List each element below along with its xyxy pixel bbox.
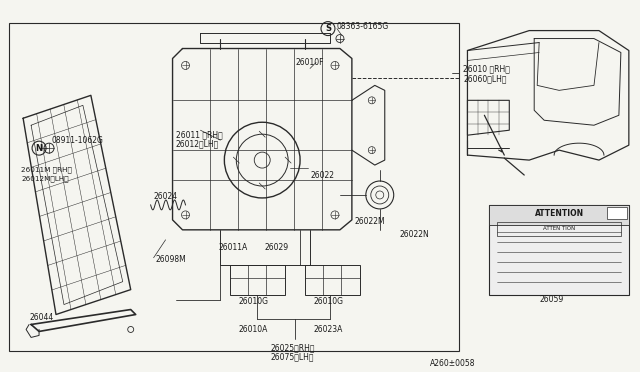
Text: 26010 〈RH〉: 26010 〈RH〉 (463, 64, 510, 73)
Text: 26029: 26029 (264, 243, 289, 252)
Text: 26022N: 26022N (400, 230, 429, 239)
Text: N: N (36, 144, 42, 153)
Bar (490, 205, 629, 225)
Text: 26011M 〈RH〉: 26011M 〈RH〉 (21, 167, 72, 173)
Bar (497, 222, 621, 236)
Text: 26060〈LH〉: 26060〈LH〉 (463, 74, 507, 83)
Text: 26012M〈LH〉: 26012M〈LH〉 (21, 176, 68, 182)
Text: 26010A: 26010A (238, 325, 268, 334)
Text: S: S (325, 24, 331, 33)
Text: 26098M: 26098M (156, 255, 186, 264)
Text: 08363-6165G: 08363-6165G (337, 22, 389, 31)
Text: 26010G: 26010G (313, 297, 343, 306)
Bar (305, 265, 360, 295)
Text: ATTENTION: ATTENTION (534, 209, 584, 218)
Text: ATTEN TION: ATTEN TION (543, 226, 575, 231)
Text: 26012〈LH〉: 26012〈LH〉 (175, 140, 219, 149)
Text: 26010G: 26010G (238, 297, 268, 306)
Text: 26011A: 26011A (218, 243, 248, 252)
Bar (9, 23, 460, 352)
Text: 26075〈LH〉: 26075〈LH〉 (270, 352, 314, 361)
Bar (607, 207, 627, 219)
Text: 26044: 26044 (29, 313, 53, 322)
Bar (230, 265, 285, 295)
Text: 26011 〈RH〉: 26011 〈RH〉 (175, 131, 222, 140)
Text: 08911-1062G: 08911-1062G (51, 136, 103, 145)
Bar (490, 205, 629, 295)
Text: 26024: 26024 (154, 192, 178, 202)
Text: 26059: 26059 (539, 295, 563, 304)
Text: 26022: 26022 (310, 170, 334, 180)
Text: 26025〈RH〉: 26025〈RH〉 (270, 343, 315, 352)
Text: A260±0058: A260±0058 (429, 359, 475, 368)
Text: 26023A: 26023A (313, 325, 342, 334)
Text: 26022M: 26022M (355, 217, 385, 227)
Text: 26010F: 26010F (295, 58, 324, 67)
